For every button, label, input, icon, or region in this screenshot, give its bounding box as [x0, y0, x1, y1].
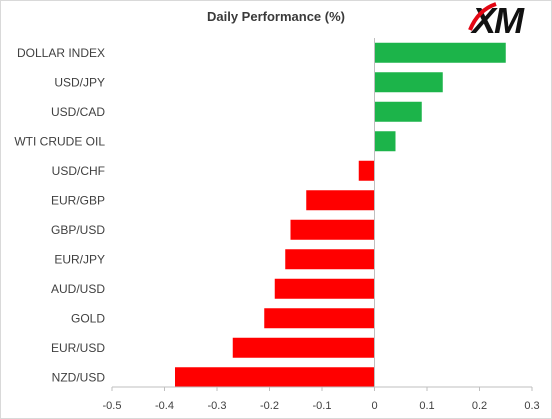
xm-logo: XM: [468, 0, 524, 42]
x-axis: [111, 38, 533, 391]
category-label: EUR/JPY: [54, 252, 105, 266]
x-tick-label: -0.4: [155, 400, 174, 412]
bar-nzd-usd: [175, 367, 375, 388]
category-label: USD/CHF: [52, 164, 105, 178]
x-tick-label: 0.2: [472, 400, 487, 412]
x-tick-labels: -0.5 -0.4 -0.3 -0.2 -0.1 0 0.1 0.2 0.3: [103, 400, 540, 412]
x-tick-label: 0.3: [524, 400, 539, 412]
bar-eur-usd: [232, 337, 375, 358]
logo-mark: XM: [472, 0, 524, 41]
bar-usd-chf: [358, 160, 375, 181]
category-label: EUR/GBP: [51, 193, 105, 207]
x-tick-label: -0.1: [313, 400, 332, 412]
bar-dollar-index: [374, 42, 506, 63]
bar-gold: [264, 308, 375, 329]
category-label: EUR/USD: [51, 341, 105, 355]
bar-wti-crude-oil: [374, 131, 396, 152]
x-tick-label: 0.1: [419, 400, 434, 412]
bar-usd-jpy: [374, 72, 443, 93]
bar-usd-cad: [374, 101, 422, 122]
category-label: DOLLAR INDEX: [17, 46, 105, 60]
x-tick-label: 0: [371, 400, 377, 412]
x-tick-label: -0.5: [103, 400, 122, 412]
category-label: USD/JPY: [54, 75, 105, 89]
category-labels: DOLLAR INDEX USD/JPY USD/CAD WTI CRUDE OIL U…: [14, 46, 105, 385]
category-label: USD/CAD: [51, 105, 105, 119]
x-tick-label: -0.3: [208, 400, 227, 412]
logo-swoosh-icon: [468, 2, 497, 31]
bar-eur-gbp: [306, 190, 375, 211]
category-label: AUD/USD: [51, 282, 105, 296]
chart-title: Daily Performance (%): [207, 9, 345, 24]
bar-gbp-usd: [290, 219, 375, 240]
bar-aud-usd: [274, 278, 375, 299]
category-label: GOLD: [71, 311, 105, 325]
category-label: GBP/USD: [51, 223, 105, 237]
bars-group: [175, 42, 506, 388]
category-label: NZD/USD: [52, 370, 106, 384]
category-label: WTI CRUDE OIL: [14, 134, 105, 148]
x-tick-label: -0.2: [260, 400, 279, 412]
bar-eur-jpy: [285, 249, 375, 270]
